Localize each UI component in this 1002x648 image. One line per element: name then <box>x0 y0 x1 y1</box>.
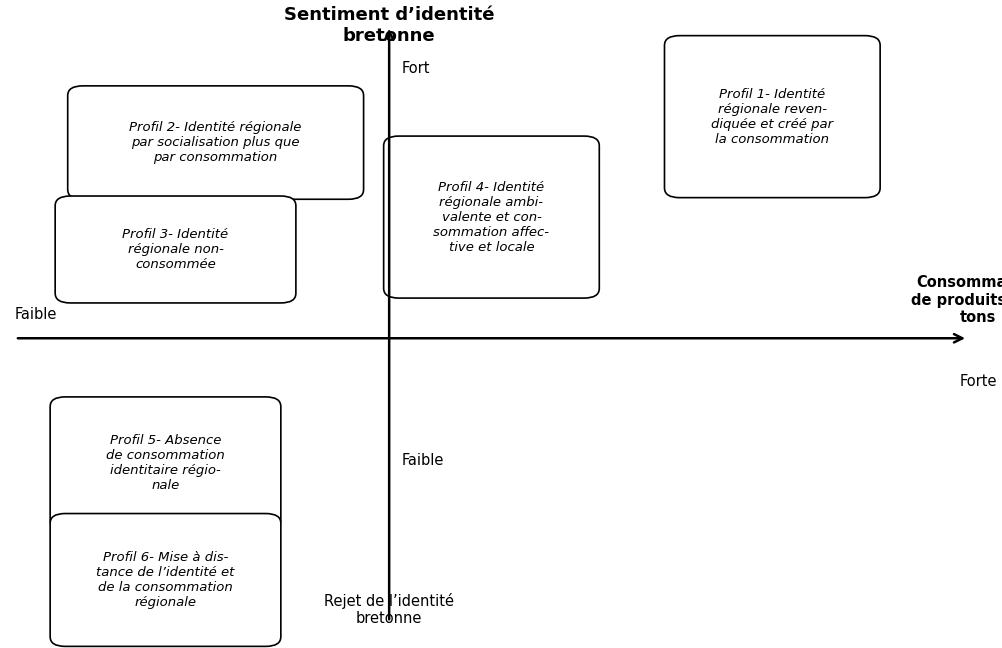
FancyBboxPatch shape <box>50 513 281 647</box>
Text: Profil 5- Absence
de consommation
identitaire régio-
nale: Profil 5- Absence de consommation identi… <box>106 434 224 492</box>
FancyBboxPatch shape <box>55 196 296 303</box>
Text: Profil 3- Identité
régionale non-
consommée: Profil 3- Identité régionale non- consom… <box>122 228 228 271</box>
FancyBboxPatch shape <box>664 36 880 198</box>
Text: Sentiment d’identité
bretonne: Sentiment d’identité bretonne <box>284 6 494 45</box>
FancyBboxPatch shape <box>50 397 281 530</box>
Text: Profil 4- Identité
régionale ambi-
valente et con-
sommation affec-
tive et loca: Profil 4- Identité régionale ambi- valen… <box>433 181 549 253</box>
Text: Fort: Fort <box>401 60 429 76</box>
Text: Forte: Forte <box>958 374 996 389</box>
Text: Profil 6- Mise à dis-
tance de l’identité et
de la consommation
régionale: Profil 6- Mise à dis- tance de l’identit… <box>96 551 234 609</box>
FancyBboxPatch shape <box>383 136 599 298</box>
Text: Rejet de l’identité
bretonne: Rejet de l’identité bretonne <box>324 593 454 627</box>
FancyBboxPatch shape <box>67 86 364 200</box>
Text: Profil 1- Identité
régionale reven-
diquée et créé par
la consommation: Profil 1- Identité régionale reven- diqu… <box>710 87 833 146</box>
Text: Faible: Faible <box>401 452 443 468</box>
Text: Consommation
de produits bre-
tons: Consommation de produits bre- tons <box>910 275 1002 325</box>
Text: Profil 2- Identité régionale
par socialisation plus que
par consommation: Profil 2- Identité régionale par sociali… <box>129 121 302 164</box>
Text: Faible: Faible <box>15 307 57 322</box>
